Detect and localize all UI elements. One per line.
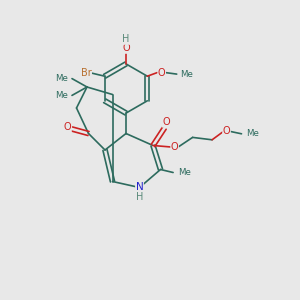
Text: O: O: [223, 126, 230, 136]
Text: Me: Me: [56, 74, 68, 83]
Text: Br: Br: [81, 68, 92, 78]
Text: Me: Me: [181, 70, 194, 79]
Text: O: O: [171, 142, 178, 152]
Text: O: O: [158, 68, 166, 78]
Text: O: O: [162, 117, 170, 127]
Text: Me: Me: [246, 129, 259, 138]
Text: Me: Me: [178, 168, 191, 177]
Text: Me: Me: [56, 91, 68, 100]
Text: N: N: [136, 182, 143, 192]
Text: H: H: [122, 34, 130, 44]
Text: O: O: [64, 122, 71, 133]
Text: H: H: [136, 191, 144, 202]
Text: O: O: [122, 43, 130, 53]
